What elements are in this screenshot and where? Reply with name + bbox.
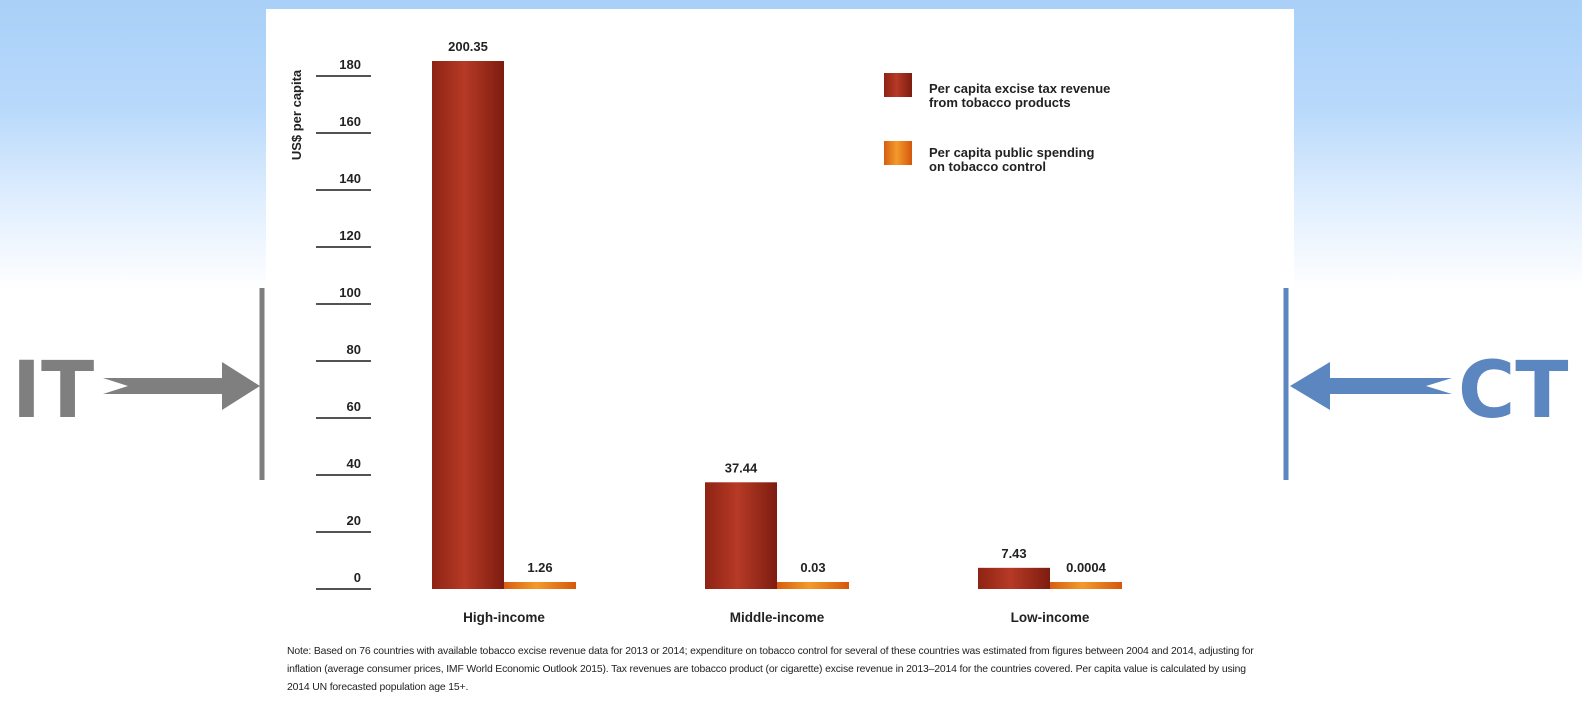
bar-value-label: 0.0004 [1066, 560, 1107, 575]
y-tick-label: 180 [339, 57, 361, 72]
category-label: High-income [463, 610, 545, 625]
category-labels: High-income Middle-income Low-income [463, 610, 1090, 625]
tax-revenue-bar [705, 482, 777, 589]
left-arrow-icon [1290, 362, 1452, 410]
spending-bar [1050, 582, 1122, 589]
y-tick-label: 60 [347, 399, 361, 414]
legend-swatch-tax [884, 73, 912, 97]
y-tick-label: 80 [347, 342, 361, 357]
ct-label: CT [1458, 346, 1569, 436]
legend-label-tax: Per capita excise tax revenue from tobac… [929, 81, 1114, 110]
legend: Per capita excise tax revenue from tobac… [884, 73, 1114, 174]
tax-revenue-bar [432, 61, 504, 589]
bar-value-label: 1.26 [527, 560, 552, 575]
y-tick-label: 0 [354, 570, 361, 585]
y-tick-label: 40 [347, 456, 361, 471]
bars [432, 61, 1122, 589]
bar-value-label: 200.35 [448, 39, 488, 54]
chart-note: Note: Based on 76 countries with availab… [287, 646, 1254, 693]
value-labels: 200.35 1.26 37.44 0.03 7.43 0.0004 [448, 39, 1107, 575]
right-arrow-icon [103, 362, 260, 410]
y-tick-label: 140 [339, 171, 361, 186]
y-tick-label: 20 [347, 513, 361, 528]
category-label: Middle-income [730, 610, 825, 625]
legend-label-spend: Per capita public spending on tobacco co… [929, 145, 1098, 174]
bar-value-label: 37.44 [725, 460, 758, 475]
spending-bar [777, 582, 849, 589]
tax-revenue-bar [978, 567, 1050, 589]
it-label: IT [12, 346, 95, 436]
y-axis-ticks: 0 20 40 60 80 100 120 140 160 180 [316, 57, 371, 590]
y-tick-label: 120 [339, 228, 361, 243]
y-tick-label: 160 [339, 114, 361, 129]
category-label: Low-income [1011, 610, 1090, 625]
y-axis-title: US$ per capita [289, 69, 304, 160]
bar-value-label: 7.43 [1001, 546, 1026, 561]
y-tick-label: 100 [339, 285, 361, 300]
legend-swatch-spend [884, 141, 912, 165]
spending-bar [504, 582, 576, 589]
bar-value-label: 0.03 [800, 560, 825, 575]
